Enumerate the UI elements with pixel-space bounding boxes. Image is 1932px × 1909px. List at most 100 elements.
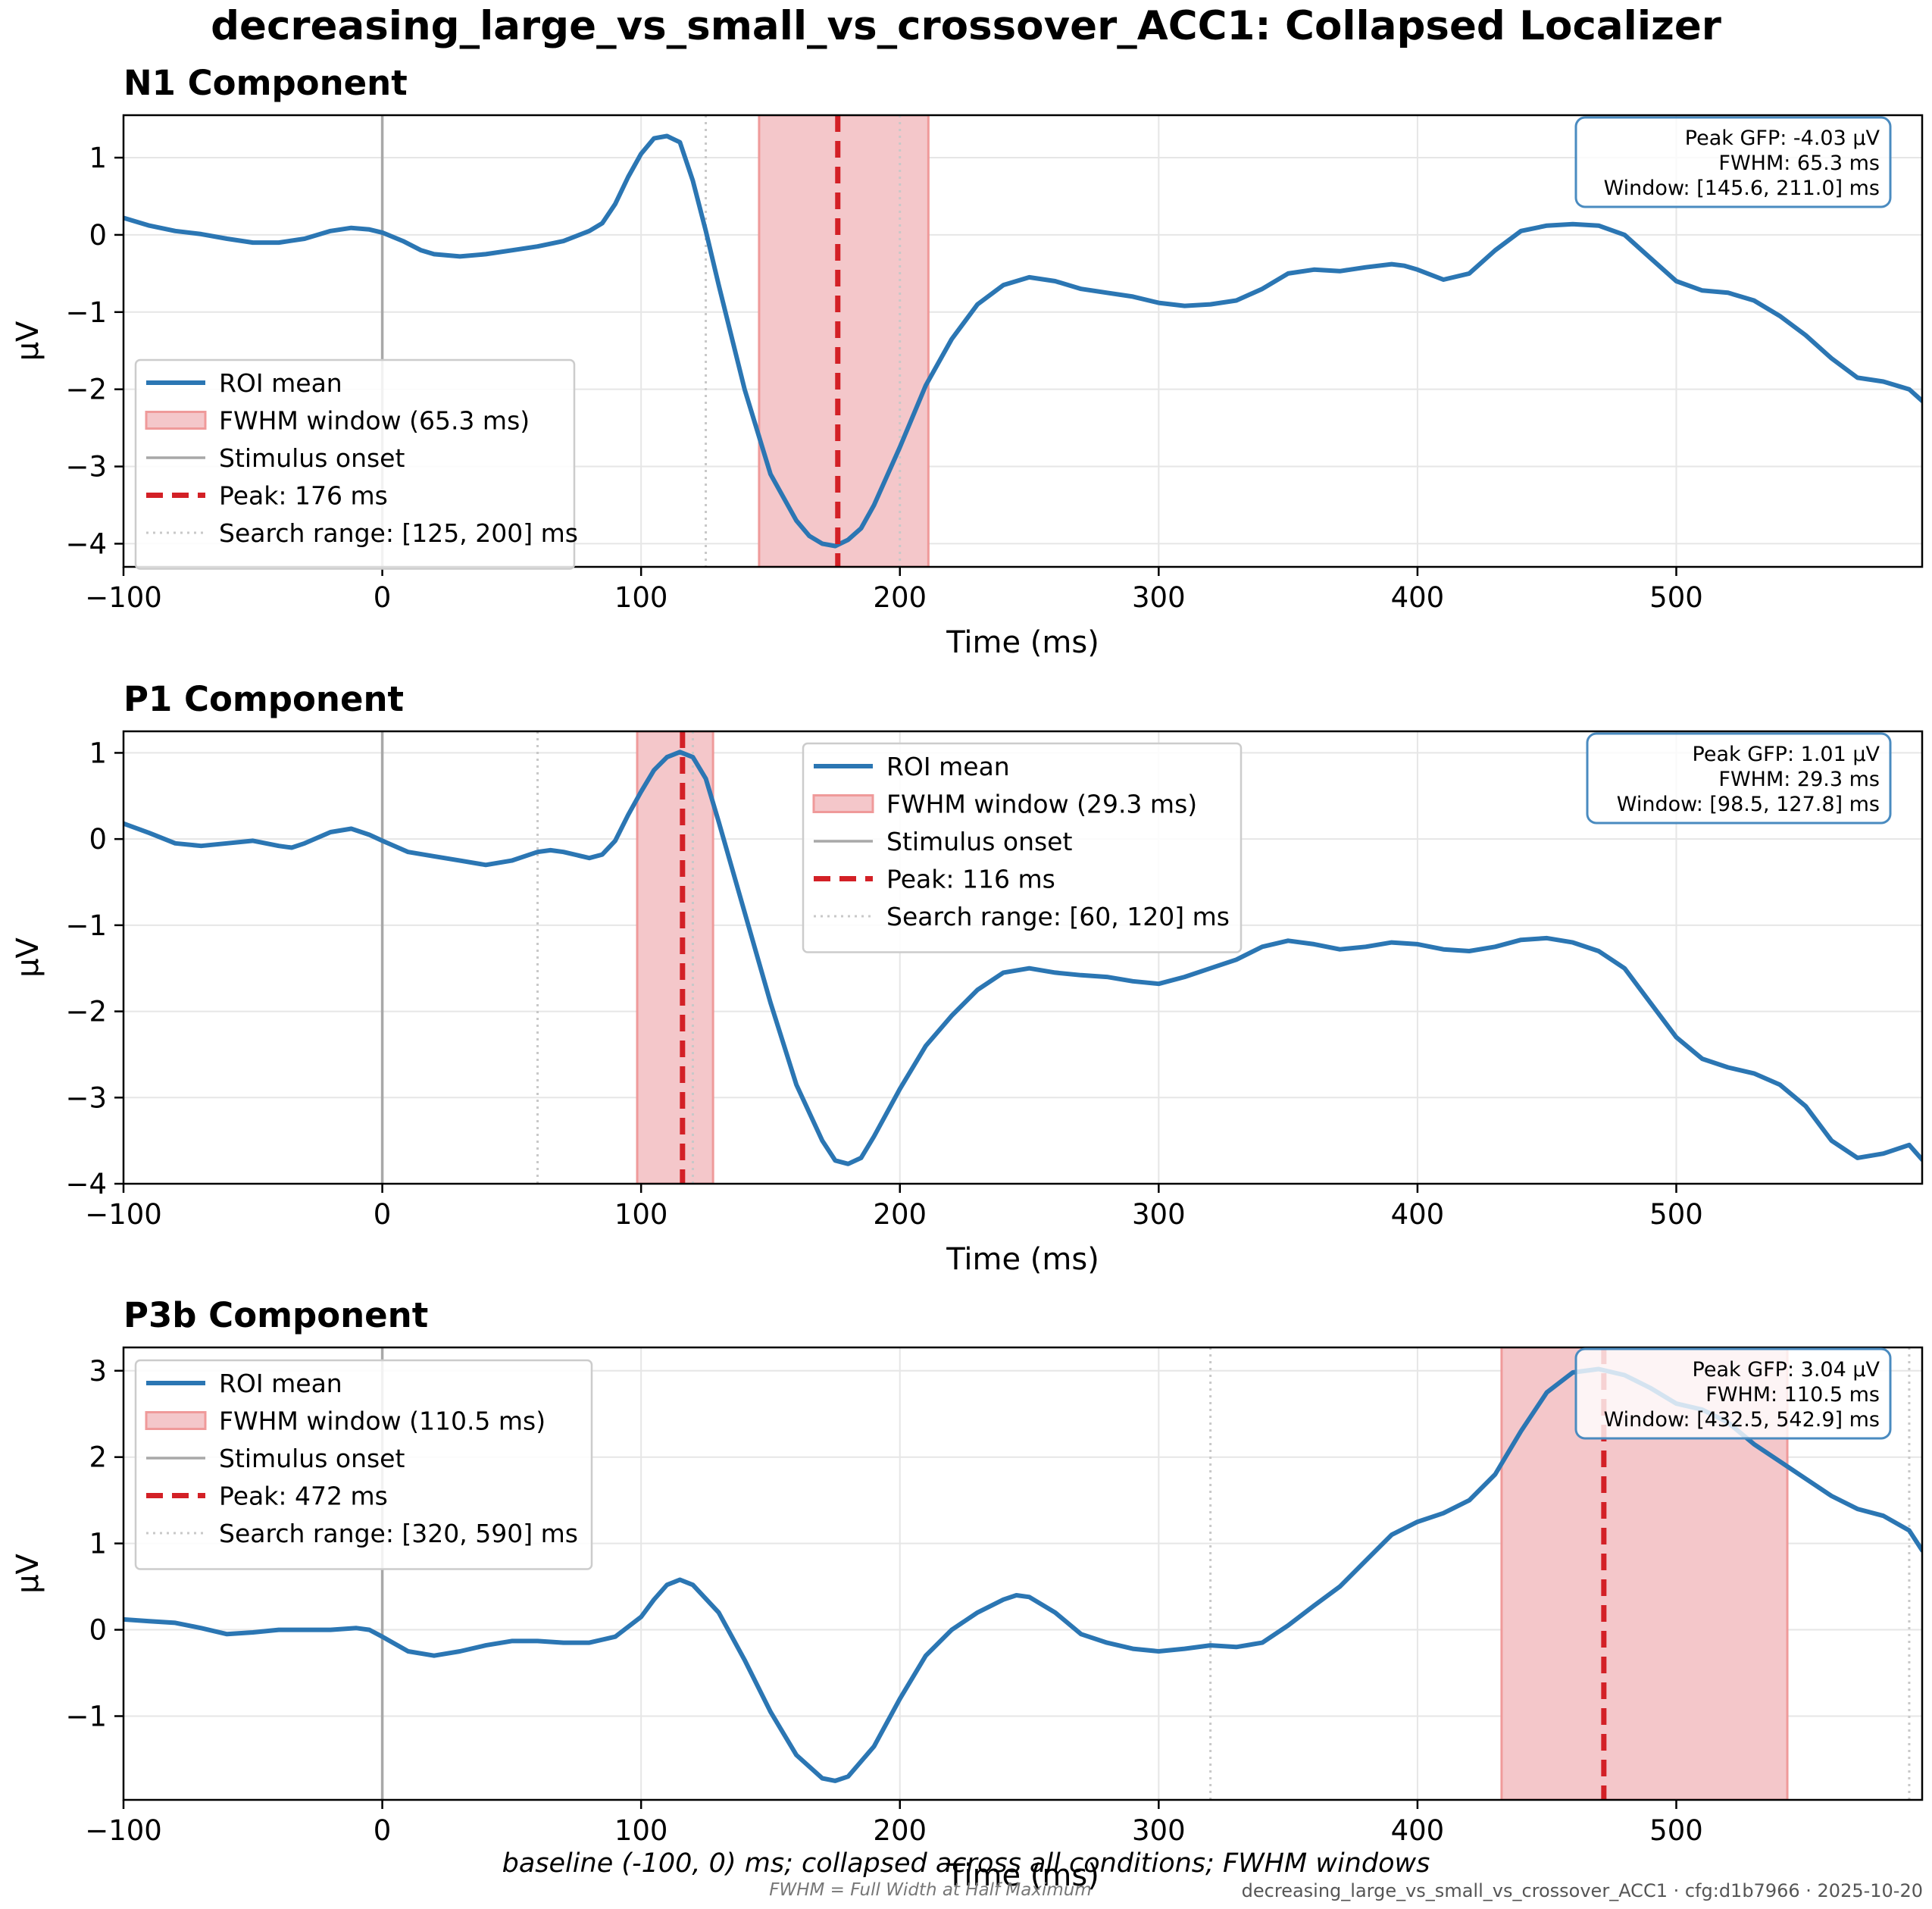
legend: ROI mean FWHM window (65.3 ms) Stimulus on… <box>134 358 578 570</box>
info-box-border <box>1574 1347 1892 1440</box>
legend-label: Search range: [320, 590] ms <box>219 1519 578 1548</box>
legend-label: Peak: 472 ms <box>219 1482 388 1511</box>
legend-label: ROI mean <box>219 1369 342 1398</box>
legend-key-fwhm-window <box>812 794 874 813</box>
legend-label: Stimulus onset <box>886 827 1072 856</box>
plot-frame <box>122 730 1924 1185</box>
x-tick-label: 0 <box>374 1198 392 1231</box>
info-line: Peak GFP: 3.04 µV <box>1693 1358 1880 1382</box>
x-tick-label: 400 <box>1391 581 1445 614</box>
y-tick-label: −3 <box>65 1081 107 1114</box>
x-tick-label: 500 <box>1649 581 1703 614</box>
y-tick-label: 0 <box>89 219 107 252</box>
x-tick-label: 400 <box>1391 1198 1445 1231</box>
x-tick-label: 200 <box>873 1198 927 1231</box>
x-tick-label: −100 <box>85 1814 162 1847</box>
plot-frame <box>122 1346 1924 1801</box>
legend-key-fwhm-window <box>145 1411 207 1430</box>
y-tick-label: 0 <box>89 823 107 856</box>
info-line: Peak GFP: -4.03 µV <box>1685 127 1880 150</box>
legend-label: Peak: 116 ms <box>886 865 1055 894</box>
footer-stamp: decreasing_large_vs_small_vs_crossover_A… <box>1242 1880 1923 1901</box>
y-tick-label: −2 <box>65 374 107 406</box>
y-tick-label: −1 <box>65 1700 107 1732</box>
legend-label: FWHM window (110.5 ms) <box>219 1407 546 1436</box>
info-box-border <box>1586 732 1892 825</box>
legend: ROI mean FWHM window (29.3 ms) Stimulus on… <box>802 742 1243 953</box>
y-tick-label: 1 <box>89 1528 107 1560</box>
legend-box <box>134 1359 593 1570</box>
info-line: FWHM: 29.3 ms <box>1718 768 1880 791</box>
x-tick-label: 200 <box>873 1814 927 1847</box>
legend-box <box>802 742 1243 953</box>
legend-label: Peak: 176 ms <box>219 481 388 511</box>
info-line: Window: [145.6, 211.0] ms <box>1604 177 1880 200</box>
panel-title: P1 Component <box>123 679 404 719</box>
x-axis-label: Time (ms) <box>946 1242 1099 1277</box>
legend-label: Search range: [125, 200] ms <box>219 518 578 548</box>
x-tick-label: −100 <box>85 581 162 614</box>
y-tick-label: −3 <box>65 451 107 484</box>
p3b-panel: P3b Component −100 0 100 200 300 400 500 −1 0 1 2 3 T… <box>11 1295 1924 1893</box>
info-line: Window: [98.5, 127.8] ms <box>1617 793 1880 816</box>
y-tick-label: 1 <box>89 142 107 174</box>
y-tick-label: 2 <box>89 1441 107 1474</box>
x-tick-label: 100 <box>614 1198 668 1231</box>
x-tick-label: 400 <box>1391 1814 1445 1847</box>
x-tick-label: 500 <box>1649 1814 1703 1847</box>
y-tick-label: −4 <box>65 1168 107 1200</box>
roi-mean-series-line <box>123 133 1922 549</box>
x-tick-label: 100 <box>614 1814 668 1847</box>
panel-title: N1 Component <box>123 63 408 103</box>
legend-label: ROI mean <box>886 752 1010 781</box>
info-line: Peak GFP: 1.01 µV <box>1693 743 1880 766</box>
p1-panel: P1 Component −100 0 100 200 300 400 500 −4 −3 −2 −1… <box>11 679 1924 1277</box>
figure-title: decreasing_large_vs_small_vs_crossover_A… <box>211 3 1721 49</box>
y-tick-label: −1 <box>65 296 107 329</box>
x-tick-label: 300 <box>1132 1814 1186 1847</box>
footer-caption: baseline (-100, 0) ms; collapsed across … <box>502 1848 1430 1879</box>
x-tick-label: 0 <box>374 1814 392 1847</box>
y-axis-label: µV <box>11 1553 45 1593</box>
info-line: FWHM: 65.3 ms <box>1718 152 1880 175</box>
x-tick-label: 200 <box>873 581 927 614</box>
y-tick-label: 0 <box>89 1614 107 1647</box>
legend-key-fwhm-window <box>145 411 207 430</box>
y-axis-label: µV <box>11 937 45 977</box>
y-tick-label: −4 <box>65 527 107 560</box>
x-axis-label: Time (ms) <box>946 1858 1099 1893</box>
x-tick-label: 300 <box>1132 1198 1186 1231</box>
legend-label: Stimulus onset <box>219 443 405 473</box>
info-line: FWHM: 110.5 ms <box>1705 1383 1880 1407</box>
panel-title: P3b Component <box>123 1295 428 1335</box>
x-tick-label: 500 <box>1649 1198 1703 1231</box>
x-tick-label: 300 <box>1132 581 1186 614</box>
legend-box <box>134 358 576 570</box>
fwhm-window-band <box>636 731 714 1184</box>
y-tick-label: −2 <box>65 996 107 1028</box>
y-tick-label: −1 <box>65 909 107 942</box>
y-axis-label: µV <box>11 321 45 361</box>
roi-mean-series-line <box>123 750 1922 1166</box>
legend-label: FWHM window (65.3 ms) <box>219 406 530 436</box>
info-box-border <box>1574 116 1892 208</box>
y-tick-label: 3 <box>89 1355 107 1388</box>
x-tick-label: −100 <box>85 1198 162 1231</box>
y-tick-label: 1 <box>89 737 107 769</box>
info-line: Window: [432.5, 542.9] ms <box>1604 1408 1880 1432</box>
legend: ROI mean FWHM window (110.5 ms) Stimulus o… <box>134 1359 593 1570</box>
n1-panel: N1 Component −100 0 100 200 300 400 500 −4 −3 −2 −1… <box>11 63 1924 660</box>
x-tick-label: 100 <box>614 581 668 614</box>
legend-label: Search range: [60, 120] ms <box>886 902 1230 931</box>
plot-area <box>123 731 1922 1184</box>
footer-note: FWHM = Full Width at Half Maximum <box>769 1880 1092 1900</box>
legend-label: FWHM window (29.3 ms) <box>886 790 1197 819</box>
legend-label: Stimulus onset <box>219 1444 405 1473</box>
x-axis-label: Time (ms) <box>946 625 1099 660</box>
x-tick-label: 0 <box>374 581 392 614</box>
legend-label: ROI mean <box>219 368 342 398</box>
